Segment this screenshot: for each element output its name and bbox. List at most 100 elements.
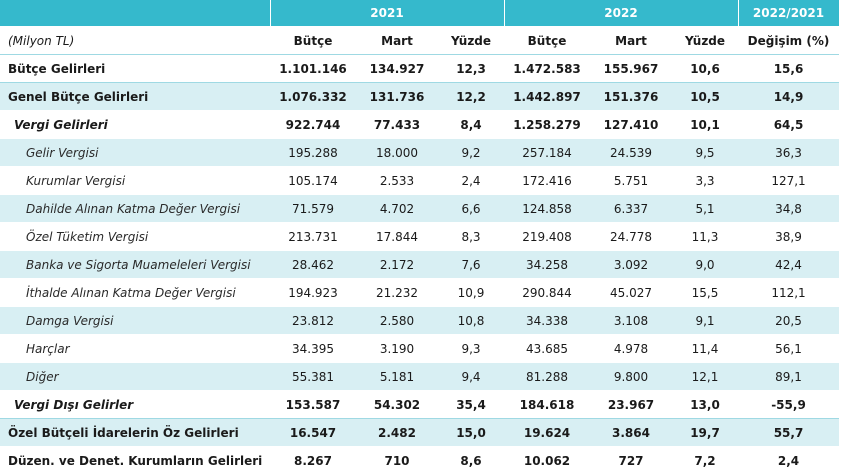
cell-pct-2022: 11,3	[672, 222, 738, 251]
cell-budget-2021: 105.174	[270, 166, 356, 195]
table-row: Banka ve Sigorta Muameleleri Vergisi 28.…	[0, 250, 839, 279]
table-row: Diğer 55.381 5.181 9,4 81.288 9.800 12,1…	[0, 362, 839, 391]
cell-budget-2021: 195.288	[270, 138, 356, 167]
table-row: Bütçe Gelirleri 1.101.146 134.927 12,3 1…	[0, 54, 839, 83]
cell-pct-2021: 12,2	[438, 82, 504, 111]
cell-budget-2022: 1.442.897	[504, 82, 590, 111]
table-row: Özel Tüketim Vergisi 213.731 17.844 8,3 …	[0, 222, 839, 251]
cell-budget-2021: 1.101.146	[270, 54, 356, 83]
col-pct-2021: Yüzde	[438, 26, 504, 55]
cell-budget-2022: 19.624	[504, 418, 590, 447]
cell-pct-2022: 3,3	[672, 166, 738, 195]
cell-budget-2022: 1.472.583	[504, 54, 590, 83]
cell-march-2022: 4.978	[590, 334, 672, 363]
cell-change: 36,3	[738, 138, 839, 167]
table-row: Düzen. ve Denet. Kurumların Gelirleri 8.…	[0, 446, 839, 475]
row-label: Damga Vergisi	[0, 306, 270, 335]
row-label: Genel Bütçe Gelirleri	[0, 82, 270, 111]
cell-pct-2021: 8,4	[438, 110, 504, 139]
unit-label: (Milyon TL)	[0, 26, 270, 55]
cell-budget-2022: 290.844	[504, 278, 590, 307]
cell-budget-2022: 172.416	[504, 166, 590, 195]
row-label: Düzen. ve Denet. Kurumların Gelirleri	[0, 446, 270, 475]
cell-pct-2021: 9,2	[438, 138, 504, 167]
cell-pct-2021: 10,9	[438, 278, 504, 307]
table-row: Genel Bütçe Gelirleri 1.076.332 131.736 …	[0, 82, 839, 111]
cell-pct-2021: 8,6	[438, 446, 504, 475]
cell-budget-2021: 922.744	[270, 110, 356, 139]
cell-march-2021: 2.482	[356, 418, 438, 447]
row-label: İthalde Alınan Katma Değer Vergisi	[0, 278, 270, 307]
cell-budget-2022: 124.858	[504, 194, 590, 223]
year-header-row: 2021 2022 2022/2021	[0, 0, 840, 27]
cell-budget-2021: 23.812	[270, 306, 356, 335]
cell-budget-2022: 81.288	[504, 362, 590, 391]
cell-pct-2022: 9,5	[672, 138, 738, 167]
table-row: Vergi Dışı Gelirler 153.587 54.302 35,4 …	[0, 390, 839, 419]
cell-budget-2022: 1.258.279	[504, 110, 590, 139]
cell-march-2022: 155.967	[590, 54, 672, 83]
col-march-2021: Mart	[356, 26, 438, 55]
table-row: Damga Vergisi 23.812 2.580 10,8 34.338 3…	[0, 306, 839, 335]
cell-change: 55,7	[738, 418, 839, 447]
cell-budget-2022: 10.062	[504, 446, 590, 475]
table-row: Harçlar 34.395 3.190 9,3 43.685 4.978 11…	[0, 334, 839, 363]
cell-march-2022: 24.778	[590, 222, 672, 251]
cell-march-2021: 710	[356, 446, 438, 475]
row-label: Gelir Vergisi	[0, 138, 270, 167]
cell-change: 38,9	[738, 222, 839, 251]
cell-pct-2022: 12,1	[672, 362, 738, 391]
row-label: Özel Bütçeli İdarelerin Öz Gelirleri	[0, 418, 270, 447]
col-budget-2022: Bütçe	[504, 26, 590, 55]
cell-march-2021: 3.190	[356, 334, 438, 363]
cell-march-2022: 127.410	[590, 110, 672, 139]
year-2021-header: 2021	[270, 0, 505, 27]
column-header-row: (Milyon TL) Bütçe Mart Yüzde Bütçe Mart …	[0, 26, 839, 55]
cell-pct-2021: 7,6	[438, 250, 504, 279]
cell-pct-2021: 35,4	[438, 390, 504, 419]
table-row: Dahilde Alınan Katma Değer Vergisi 71.57…	[0, 194, 839, 223]
cell-change: 14,9	[738, 82, 839, 111]
table-row: Kurumlar Vergisi 105.174 2.533 2,4 172.4…	[0, 166, 839, 195]
cell-pct-2021: 8,3	[438, 222, 504, 251]
cell-march-2021: 77.433	[356, 110, 438, 139]
cell-pct-2021: 9,3	[438, 334, 504, 363]
cell-pct-2022: 9,0	[672, 250, 738, 279]
cell-pct-2022: 11,4	[672, 334, 738, 363]
cell-pct-2021: 6,6	[438, 194, 504, 223]
cell-march-2021: 2.580	[356, 306, 438, 335]
cell-pct-2022: 7,2	[672, 446, 738, 475]
cell-change: 64,5	[738, 110, 839, 139]
row-label: Vergi Gelirleri	[0, 110, 270, 139]
cell-budget-2022: 34.338	[504, 306, 590, 335]
cell-march-2021: 18.000	[356, 138, 438, 167]
cell-march-2021: 17.844	[356, 222, 438, 251]
table-row: Özel Bütçeli İdarelerin Öz Gelirleri 16.…	[0, 418, 839, 447]
cell-march-2022: 23.967	[590, 390, 672, 419]
year-2022-header: 2022	[504, 0, 739, 27]
cell-change: 127,1	[738, 166, 839, 195]
cell-march-2022: 6.337	[590, 194, 672, 223]
cell-pct-2022: 10,6	[672, 54, 738, 83]
cell-march-2022: 3.864	[590, 418, 672, 447]
cell-budget-2021: 8.267	[270, 446, 356, 475]
cell-march-2022: 3.092	[590, 250, 672, 279]
cell-pct-2021: 9,4	[438, 362, 504, 391]
cell-pct-2021: 15,0	[438, 418, 504, 447]
cell-change: 15,6	[738, 54, 839, 83]
header-blank-cell	[0, 0, 271, 27]
cell-march-2021: 54.302	[356, 390, 438, 419]
cell-march-2021: 4.702	[356, 194, 438, 223]
cell-change: 112,1	[738, 278, 839, 307]
cell-pct-2021: 12,3	[438, 54, 504, 83]
row-label: Dahilde Alınan Katma Değer Vergisi	[0, 194, 270, 223]
cell-march-2021: 134.927	[356, 54, 438, 83]
row-label: Vergi Dışı Gelirler	[0, 390, 270, 419]
col-budget-2021: Bütçe	[270, 26, 356, 55]
table-row: Gelir Vergisi 195.288 18.000 9,2 257.184…	[0, 138, 839, 167]
cell-change: 34,8	[738, 194, 839, 223]
cell-change: -55,9	[738, 390, 839, 419]
table-row: İthalde Alınan Katma Değer Vergisi 194.9…	[0, 278, 839, 307]
cell-budget-2021: 1.076.332	[270, 82, 356, 111]
